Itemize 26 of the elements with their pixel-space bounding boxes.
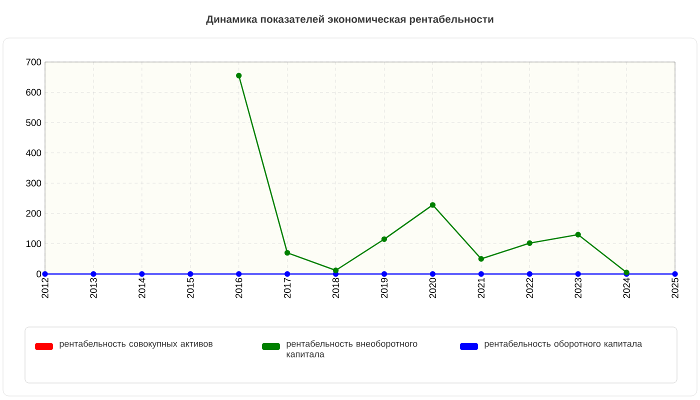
x-tick-label: 2014 bbox=[138, 278, 146, 298]
y-tick-label: 600 bbox=[26, 88, 42, 96]
chart-title: Динамика показателей экономическая рентабельности bbox=[206, 15, 494, 25]
y-tick-label: 400 bbox=[26, 150, 42, 156]
legend-label: рентабельность совокупных активов bbox=[60, 340, 213, 349]
x-tick-label: 2012 bbox=[42, 278, 48, 298]
y-tick-label: 0 bbox=[36, 270, 42, 278]
x-tick-label: 2025 bbox=[672, 278, 678, 298]
x-tick-label: 2013 bbox=[90, 278, 97, 298]
y-tick-label: 200 bbox=[26, 210, 42, 217]
x-tick-label: 2019 bbox=[380, 278, 388, 298]
x-tick-label: 2022 bbox=[526, 278, 533, 298]
x-tick-label: 2018 bbox=[332, 278, 340, 298]
x-tick-label: 2021 bbox=[478, 278, 485, 298]
legend-label: рентабельность оборотного капитала bbox=[484, 340, 642, 349]
x-tick-label: 2016 bbox=[236, 278, 242, 298]
x-tick-label: 2020 bbox=[429, 278, 436, 298]
y-tick-label: 300 bbox=[26, 180, 42, 186]
x-tick-label: 2017 bbox=[284, 278, 291, 298]
y-tick-label: 100 bbox=[26, 240, 42, 248]
x-tick-label: 2024 bbox=[623, 278, 630, 298]
legend-label: рентабельность внеоборотного капитала bbox=[286, 340, 418, 358]
x-tick-label: 2015 bbox=[187, 278, 194, 298]
x-tick-label: 2023 bbox=[574, 278, 582, 298]
y-tick-label: 700 bbox=[26, 58, 42, 66]
y-tick-label: 500 bbox=[26, 119, 42, 126]
